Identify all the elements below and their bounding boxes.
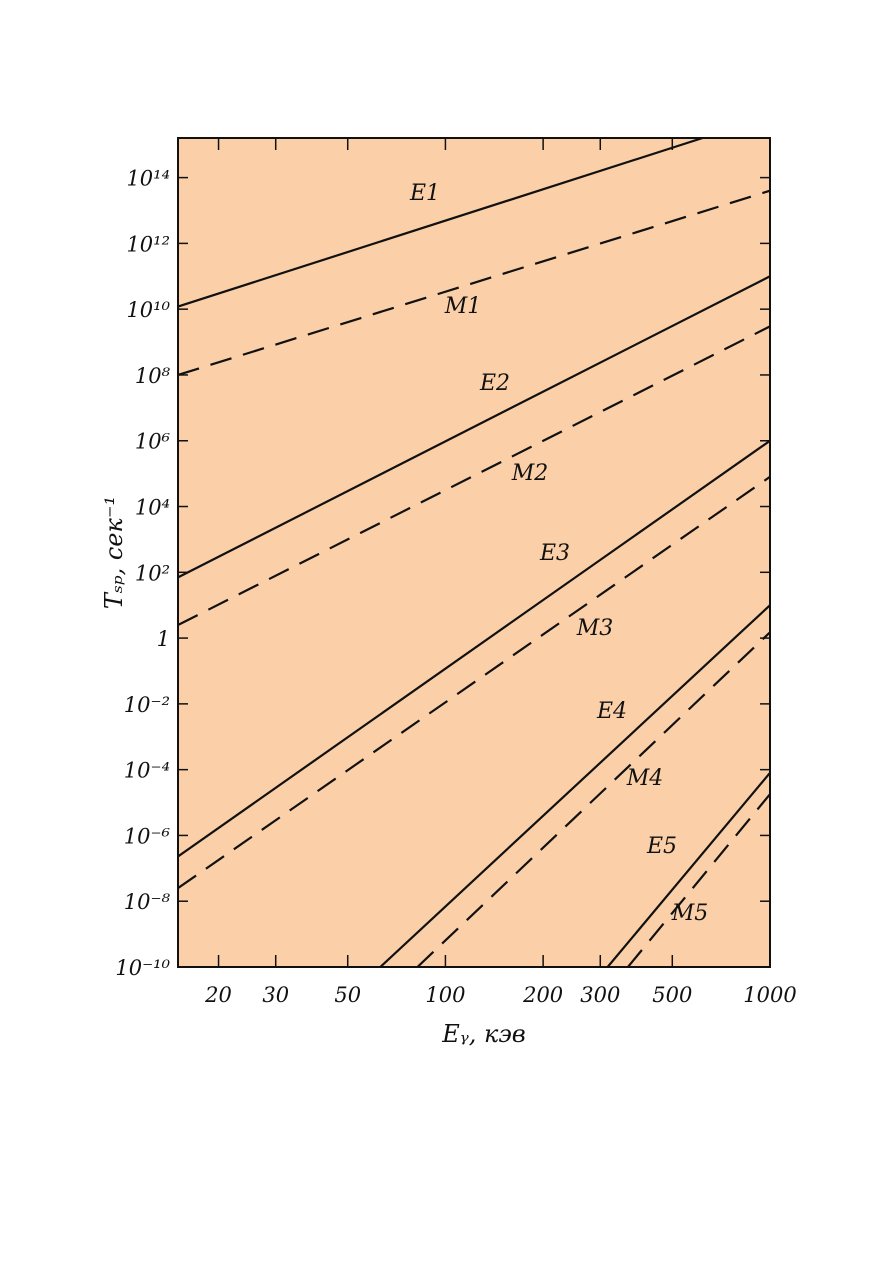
x-tick-label: 100 [425, 983, 465, 1007]
series-label: M1 [444, 294, 482, 319]
series-line [178, 189, 770, 377]
y-tick-label: 10⁻⁴ [124, 759, 170, 783]
x-tick-label: 300 [580, 983, 620, 1007]
plot-frame [177, 137, 771, 968]
y-tick-label: 10⁻¹⁰ [115, 956, 170, 980]
series-line [178, 325, 770, 626]
y-tick-label: 10⁴ [135, 496, 170, 520]
series-label: E2 [479, 371, 510, 396]
y-tick-label: 10⁶ [135, 430, 171, 454]
series-line [178, 475, 770, 890]
series-line [178, 138, 703, 308]
x-tick-label: 50 [334, 983, 361, 1007]
series-line [178, 275, 770, 579]
y-tick-label: 10⁻² [124, 693, 170, 717]
y-tick-label: 10⁻⁸ [124, 890, 171, 914]
y-tick-label: 10¹⁰ [126, 298, 170, 322]
x-axis-label: Eᵧ, кэв [441, 1020, 526, 1048]
x-tick-label: 30 [262, 983, 289, 1007]
series-line [606, 772, 770, 967]
y-tick-label: 10⁻⁶ [124, 824, 171, 848]
series-line [627, 793, 770, 967]
y-tick-label: 1 [157, 627, 170, 651]
series-line [178, 439, 770, 858]
plot-background [178, 138, 770, 967]
y-axis-label: Tₛₚ, сек⁻¹ [100, 496, 128, 609]
x-tick-label: 20 [204, 983, 232, 1007]
y-tick-label: 10¹² [126, 232, 170, 256]
series-label: M5 [671, 901, 709, 926]
x-tick-label: 200 [522, 983, 563, 1007]
x-tick-label: 500 [652, 983, 692, 1007]
series-label: M2 [511, 461, 549, 486]
y-tick-label: 10⁸ [135, 364, 171, 388]
x-tick-label: 1000 [743, 983, 796, 1007]
y-tick-label: 10¹⁴ [126, 167, 170, 191]
series-line [416, 631, 770, 967]
series-label: E1 [409, 181, 440, 206]
series-label: M4 [626, 766, 664, 791]
series-label: E5 [646, 834, 677, 859]
series-label: E4 [596, 699, 627, 724]
y-tick-label: 10² [135, 561, 170, 585]
series-label: M3 [576, 616, 614, 641]
series-label: E3 [539, 541, 570, 566]
series-line [379, 604, 770, 967]
